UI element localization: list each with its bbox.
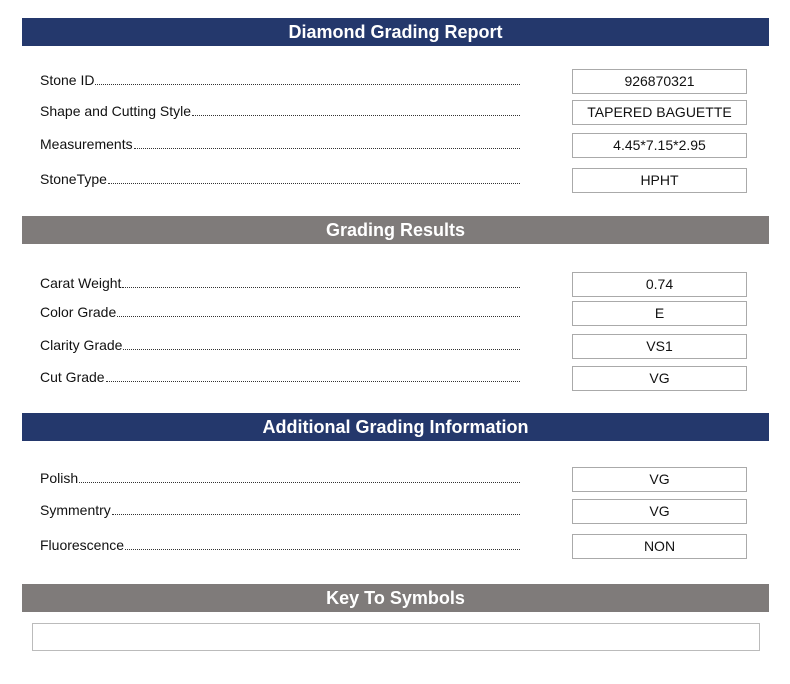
field-value: 4.45*7.15*2.95 [572,133,747,158]
dot-leader [107,183,520,184]
dot-leader [117,316,520,317]
field-value: TAPERED BAGUETTE [572,100,747,125]
dot-leader [133,148,520,149]
field-label-text: Carat Weight [40,275,122,291]
section-header: Grading Results [22,216,769,244]
field-value: HPHT [572,168,747,193]
field-label: Stone ID [40,70,520,88]
field-label: Shape and Cutting Style [40,101,520,119]
field-label: Color Grade [40,302,520,320]
field-label-text: Cut Grade [40,369,105,385]
field-label: Clarity Grade [40,335,520,353]
field-label: StoneType [40,169,520,187]
field-label-text: Clarity Grade [40,337,123,353]
dot-leader [111,514,520,515]
field-value: NON [572,534,747,559]
field-label: Cut Grade [40,367,520,385]
field-value: VG [572,499,747,524]
field-label-text: Fluorescence [40,537,125,553]
field-label-text: Shape and Cutting Style [40,103,191,119]
field-value: 0.74 [572,272,747,297]
dot-leader [105,381,520,382]
field-value: VG [572,366,747,391]
field-value: 926870321 [572,69,747,94]
dot-leader [122,287,520,288]
field-label-text: Color Grade [40,304,117,320]
dot-leader [125,549,520,550]
field-label: Fluorescence [40,535,520,553]
field-label-text: Stone ID [40,72,95,88]
key-box [32,623,760,651]
field-label: Polish [40,468,520,486]
section-header: Additional Grading Information [22,413,769,441]
dot-leader [123,349,520,350]
field-value: VG [572,467,747,492]
field-label: Carat Weight [40,273,520,291]
field-value: VS1 [572,334,747,359]
section-header: Key To Symbols [22,584,769,612]
dot-leader [79,482,520,483]
field-label-text: Polish [40,470,79,486]
field-label-text: Symmentry [40,502,111,518]
field-label: Measurements [40,134,520,152]
section-header: Diamond Grading Report [22,18,769,46]
field-label: Symmentry [40,500,520,518]
dot-leader [95,84,520,85]
field-label-text: Measurements [40,136,133,152]
field-label-text: StoneType [40,171,107,187]
field-value: E [572,301,747,326]
dot-leader [192,115,520,116]
